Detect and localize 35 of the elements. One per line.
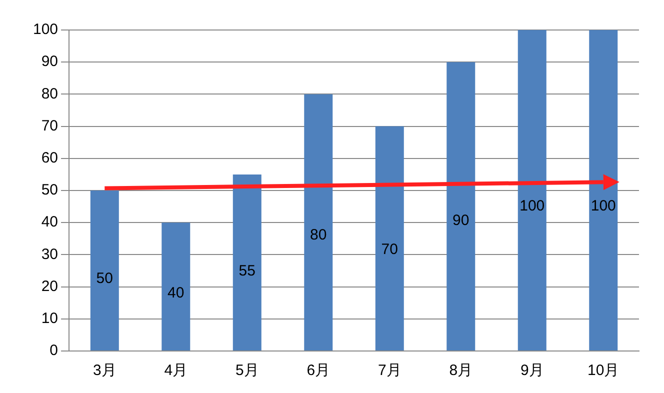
bar [304, 94, 333, 350]
data-label: 40 [168, 284, 184, 302]
data-label: 90 [452, 212, 470, 230]
x-tick-label: 3月 [92, 362, 116, 380]
x-tick-label: 10月 [588, 362, 620, 380]
data-label: 50 [96, 270, 113, 287]
x-tick-label: 5月 [235, 362, 259, 380]
y-tick-label: 80 [41, 85, 58, 102]
y-tick-label: 60 [41, 150, 58, 167]
x-tick-label: 7月 [378, 362, 402, 380]
y-tick-label: 10 [41, 310, 58, 328]
data-label: 55 [238, 262, 256, 280]
data-label: 80 [310, 226, 327, 244]
y-tick-label: 90 [41, 53, 58, 70]
y-tick-label: 40 [41, 214, 58, 231]
x-tick-label: 8月 [449, 362, 473, 380]
bar [589, 30, 618, 350]
x-tick-label: 9月 [520, 362, 544, 380]
y-tick-label: 70 [41, 117, 58, 134]
data-label: 100 [590, 198, 616, 215]
x-tick-label: 4月 [164, 362, 188, 380]
y-tick-label: 30 [41, 246, 58, 263]
bar [90, 190, 119, 350]
bar [375, 126, 404, 350]
y-tick-label: 20 [41, 278, 58, 295]
y-tick-label: 50 [41, 182, 58, 199]
y-tick-label: 0 [50, 342, 58, 360]
y-tick-label: 100 [32, 21, 58, 38]
bar [446, 62, 476, 350]
bar [232, 174, 262, 350]
bar [162, 222, 190, 350]
data-label: 100 [520, 198, 545, 215]
bar [518, 30, 546, 350]
x-tick-label: 6月 [306, 362, 330, 380]
data-label: 70 [381, 241, 398, 258]
